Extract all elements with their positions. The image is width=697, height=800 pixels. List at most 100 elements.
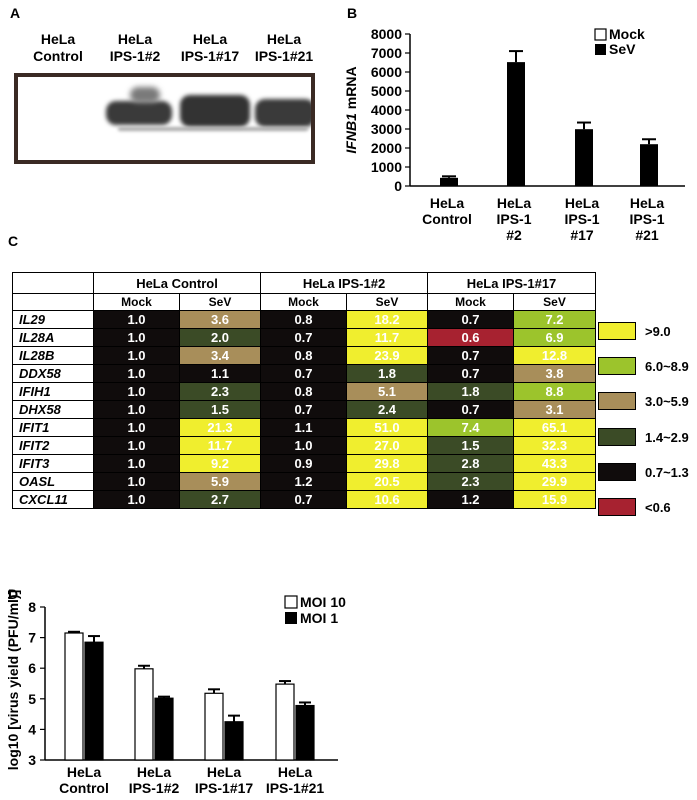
legend-swatch-sev bbox=[595, 44, 606, 55]
heatmap-cell: 1.8 bbox=[346, 364, 428, 383]
gene-name: IFIT3 bbox=[12, 454, 94, 473]
y-tick-label: 6000 bbox=[371, 64, 402, 80]
x-tick-label: HeLa bbox=[278, 764, 312, 780]
y-tick-label: 5000 bbox=[371, 83, 402, 99]
y-axis-label-gene: IFNB1 bbox=[343, 113, 359, 154]
legend-label-moi1: MOI 1 bbox=[300, 610, 338, 626]
legend-swatch bbox=[598, 428, 636, 446]
heatmap-condition-header: SeV bbox=[513, 293, 596, 311]
heatmap-cell: 2.3 bbox=[427, 472, 514, 491]
y-tick-label: 5 bbox=[28, 691, 36, 707]
heatmap-cell: 11.7 bbox=[346, 328, 428, 347]
heatmap-cell: 0.7 bbox=[260, 364, 347, 383]
heatmap-cell: 1.0 bbox=[93, 418, 180, 437]
panel-label-c: C bbox=[8, 233, 19, 249]
heatmap-cell: 0.7 bbox=[427, 400, 514, 419]
heatmap-row: IL29 1.0 3.6 0.8 18.2 0.7 7.2 bbox=[12, 310, 596, 329]
heatmap-row: IFIT2 1.0 11.7 1.0 27.0 1.5 32.3 bbox=[12, 436, 596, 455]
bar-sev bbox=[640, 144, 658, 186]
heatmap-row: CXCL11 1.0 2.7 0.7 10.6 1.2 15.9 bbox=[12, 490, 596, 509]
y-tick-label: 6 bbox=[28, 660, 36, 676]
gene-name: IL28A bbox=[12, 328, 94, 347]
heatmap-cell: 0.8 bbox=[260, 382, 347, 401]
heatmap-cell: 29.8 bbox=[346, 454, 428, 473]
heatmap-group-header: HeLa Control bbox=[93, 272, 261, 294]
heatmap-cell: 20.5 bbox=[346, 472, 428, 491]
bar-sev bbox=[575, 129, 593, 186]
x-tick-label: #2 bbox=[506, 227, 522, 240]
legend-label-moi10: MOI 10 bbox=[300, 594, 346, 610]
heatmap-condition-header: Mock bbox=[427, 293, 514, 311]
heatmap-cell: 0.6 bbox=[427, 328, 514, 347]
x-tick-label: IPS-1#17 bbox=[195, 780, 254, 796]
legend-swatch bbox=[598, 322, 636, 340]
heatmap-cell: 1.0 bbox=[93, 328, 180, 347]
heatmap-row: IFIT1 1.0 21.3 1.1 51.0 7.4 65.1 bbox=[12, 418, 596, 437]
heatmap-cell: 0.9 bbox=[260, 454, 347, 473]
gene-name: DDX58 bbox=[12, 364, 94, 383]
heatmap-cell: 1.0 bbox=[93, 472, 180, 491]
heatmap-row: OASL 1.0 5.9 1.2 20.5 2.3 29.9 bbox=[12, 472, 596, 491]
legend-label: >9.0 bbox=[645, 324, 671, 339]
heatmap-cell: 1.1 bbox=[260, 418, 347, 437]
heatmap-cell: 1.2 bbox=[427, 490, 514, 509]
x-tick-label: Control bbox=[422, 211, 472, 227]
panel-label-d: D bbox=[8, 586, 19, 602]
legend-entry: >9.0 bbox=[598, 322, 697, 342]
heatmap-row: IL28B 1.0 3.4 0.8 23.9 0.7 12.8 bbox=[12, 346, 596, 365]
x-tick-label: HeLa bbox=[430, 195, 464, 211]
heatmap-cell: 29.9 bbox=[513, 472, 596, 491]
x-tick-label: IPS-1 bbox=[496, 211, 531, 227]
bar-moi10 bbox=[64, 632, 84, 761]
heatmap-cell: 1.5 bbox=[427, 436, 514, 455]
heatmap-cell: 2.0 bbox=[179, 328, 261, 347]
bar-sev bbox=[507, 62, 525, 187]
legend-swatch-moi1 bbox=[285, 612, 297, 624]
legend-swatch-moi10 bbox=[284, 595, 298, 609]
y-tick-label: 1000 bbox=[371, 159, 402, 175]
heatmap-cell: 1.0 bbox=[260, 436, 347, 455]
heatmap-cell: 1.0 bbox=[93, 310, 180, 329]
heatmap-cell: 10.6 bbox=[346, 490, 428, 509]
ifnb1-mrna-chart: 0 1000 2000 3000 4000 5000 6000 7000 8000 IFNB1 m… bbox=[343, 26, 685, 240]
heatmap-cell: 1.2 bbox=[260, 472, 347, 491]
y-axis-label-unit: mRNA bbox=[343, 66, 359, 113]
x-tick-label: IPS-1#21 bbox=[266, 780, 325, 796]
x-tick-label: HeLa bbox=[565, 195, 599, 211]
bar-moi10 bbox=[204, 692, 224, 761]
y-tick-label: 7000 bbox=[371, 45, 402, 61]
gene-name: IFIT1 bbox=[12, 418, 94, 437]
bar-moi10 bbox=[275, 683, 295, 761]
gene-name: DHX58 bbox=[12, 400, 94, 419]
blot-band bbox=[106, 101, 172, 125]
heatmap-cell: 0.7 bbox=[427, 364, 514, 383]
heatmap-cell: 3.1 bbox=[513, 400, 596, 419]
heatmap-cell: 3.8 bbox=[513, 364, 596, 383]
gene-name: IFIH1 bbox=[12, 382, 94, 401]
gene-name: OASL bbox=[12, 472, 94, 491]
heatmap-cell: 0.8 bbox=[260, 346, 347, 365]
x-tick-label: HeLa bbox=[67, 764, 101, 780]
heatmap-cell: 0.7 bbox=[427, 310, 514, 329]
bar-moi10 bbox=[134, 668, 154, 761]
legend-entry: <0.6 bbox=[598, 498, 697, 518]
legend-entry: 0.7~1.3 bbox=[598, 463, 697, 483]
blot-band bbox=[180, 95, 250, 127]
heatmap-cell: 0.8 bbox=[260, 310, 347, 329]
legend-entry: 1.4~2.9 bbox=[598, 428, 697, 448]
y-axis-label: log10 [virus yield (PFU/ml)] bbox=[5, 590, 21, 770]
heatmap-cell: 0.7 bbox=[427, 346, 514, 365]
heatmap-cell: 1.0 bbox=[93, 382, 180, 401]
legend-label: 0.7~1.3 bbox=[645, 465, 689, 480]
heatmap-cell: 8.8 bbox=[513, 382, 596, 401]
heatmap-cell: 15.9 bbox=[513, 490, 596, 509]
heatmap-cell: 18.2 bbox=[346, 310, 428, 329]
y-tick-label: 4 bbox=[28, 721, 36, 737]
heatmap-cell: 51.0 bbox=[346, 418, 428, 437]
y-tick-label: 4000 bbox=[371, 102, 402, 118]
legend-label: 1.4~2.9 bbox=[645, 430, 689, 445]
heatmap-row: IFIT3 1.0 9.2 0.9 29.8 2.8 43.3 bbox=[12, 454, 596, 473]
bar-moi1 bbox=[295, 704, 315, 761]
heatmap-cell: 2.8 bbox=[427, 454, 514, 473]
